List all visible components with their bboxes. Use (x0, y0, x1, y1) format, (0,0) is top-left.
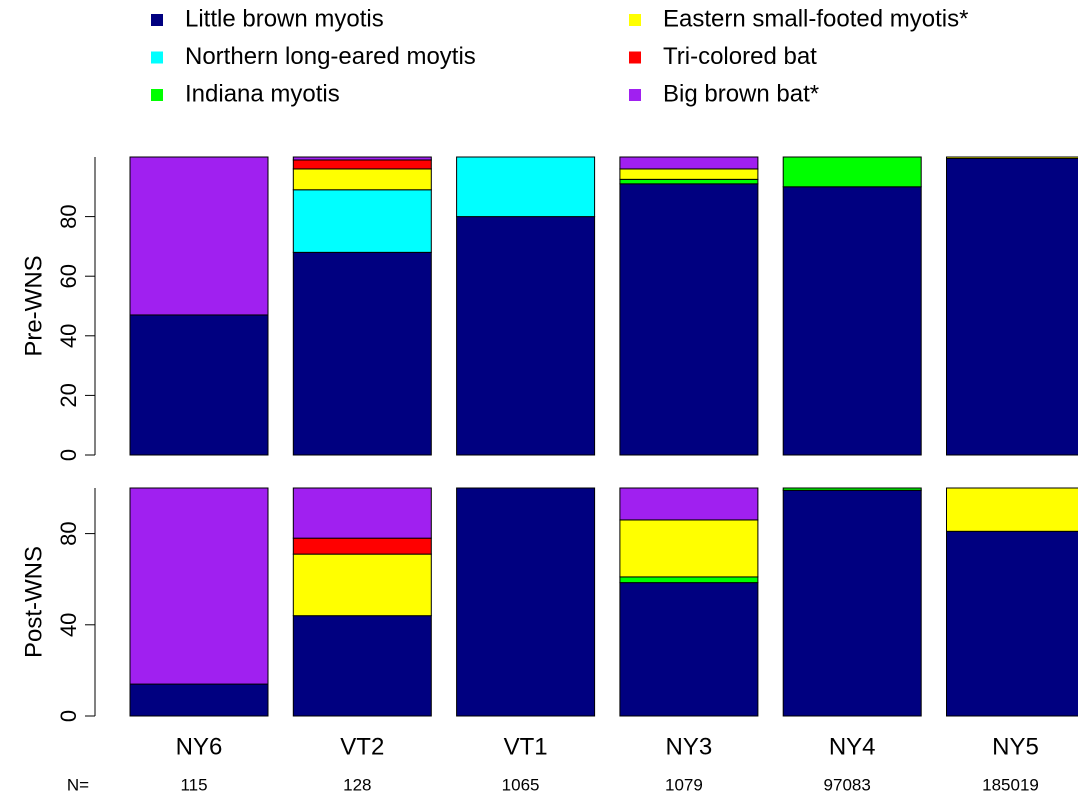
y-tick-label: 60 (56, 264, 81, 288)
bar-segment (619, 183, 759, 456)
bar-segment (292, 168, 432, 191)
legend-swatch (151, 14, 163, 26)
bar-segment (619, 576, 759, 584)
bar-segment (292, 156, 432, 161)
bar-segment (619, 582, 759, 717)
y-tick-label: 0 (56, 710, 81, 722)
n-value: 1079 (665, 775, 703, 794)
bar-segment (292, 537, 432, 555)
bar-segment (292, 189, 432, 253)
y-tick-label: 80 (56, 204, 81, 228)
legend-label: Big brown bat* (663, 80, 819, 107)
y-tick-label: 0 (56, 449, 81, 461)
legend-label: Eastern small-footed myotis* (663, 5, 968, 32)
bar-segment (946, 530, 1078, 717)
bar-segment (946, 157, 1078, 456)
legend-swatch (629, 51, 641, 64)
n-value: 128 (343, 775, 371, 794)
x-tick-label: NY3 (666, 733, 713, 760)
x-tick-label: VT2 (340, 733, 384, 760)
bar-segment (456, 216, 596, 456)
y-tick-label: 40 (56, 324, 81, 348)
bar-segment (292, 487, 432, 539)
bar-segment (292, 553, 432, 617)
n-label: N= (67, 775, 89, 794)
n-value: 97083 (824, 775, 871, 794)
bar-segment (129, 683, 269, 717)
bar-segment (619, 168, 759, 180)
bar-segment (782, 156, 922, 188)
bar-segment (619, 487, 759, 521)
bar-segment (619, 178, 759, 185)
y-tick-label: 20 (56, 383, 81, 407)
legend-label: Northern long-eared moytis (185, 43, 476, 70)
n-value: 185019 (982, 775, 1039, 794)
x-tick-label: VT1 (504, 733, 548, 760)
bar-segment (946, 487, 1078, 532)
bar-segment (456, 156, 596, 218)
bar-segment (129, 314, 269, 456)
y-tick-label: 40 (56, 613, 81, 637)
bar-segment (782, 489, 922, 717)
legend-swatch (151, 51, 163, 64)
bar-segment (619, 156, 759, 170)
legend-label: Indiana myotis (185, 80, 340, 107)
legend-label: Little brown myotis (185, 5, 384, 32)
n-value: 115 (180, 775, 207, 794)
bar-segment (292, 615, 432, 717)
y-axis-label: Post-WNS (20, 546, 47, 658)
y-axis-label: Pre-WNS (20, 255, 47, 356)
y-tick-label: 80 (56, 521, 81, 545)
bar-segment (782, 487, 922, 491)
bar-segment (782, 186, 922, 456)
bar-segment (129, 156, 269, 316)
x-tick-label: NY4 (829, 733, 876, 760)
bar-segment (946, 156, 1078, 159)
x-tick-label: NY6 (176, 733, 223, 760)
legend-swatch (151, 89, 163, 101)
legend-swatch (629, 14, 641, 26)
bar-segment (292, 159, 432, 170)
legend-swatch (629, 89, 641, 101)
bar-segment (456, 487, 596, 717)
x-tick-label: NY5 (992, 733, 1039, 760)
legend-label: Tri-colored bat (663, 43, 817, 70)
bar-segment (129, 487, 269, 685)
bar-segment (619, 519, 759, 578)
bar-segment (292, 251, 432, 456)
n-value: 1065 (502, 775, 540, 794)
